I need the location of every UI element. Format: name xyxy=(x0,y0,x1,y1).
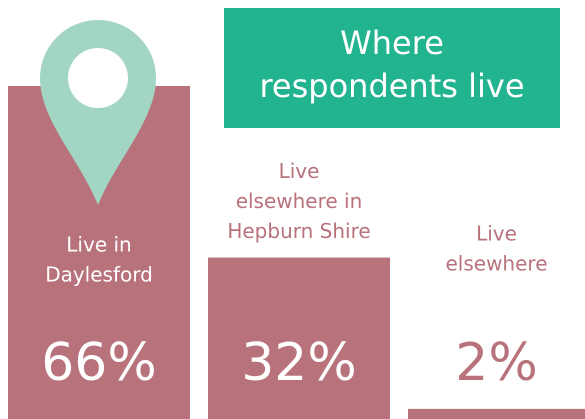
category-label: Live xyxy=(279,159,320,183)
category-label: Hepburn Shire xyxy=(227,219,370,243)
value-label: 32% xyxy=(241,333,357,393)
chart-title: Where xyxy=(340,24,444,62)
bar xyxy=(408,408,585,419)
title-box xyxy=(224,8,560,128)
pin-icon xyxy=(39,19,156,205)
category-label: Live xyxy=(476,222,517,246)
chart-title: respondents live xyxy=(259,67,524,105)
value-label: 66% xyxy=(41,333,157,393)
pin-hole xyxy=(68,48,128,108)
bar xyxy=(208,257,390,419)
category-label: elsewhere in xyxy=(236,189,363,213)
category-label: elsewhere xyxy=(445,252,547,276)
category-label: Live in xyxy=(66,233,131,257)
value-label: 2% xyxy=(455,333,538,393)
category-label: Daylesford xyxy=(45,263,153,287)
